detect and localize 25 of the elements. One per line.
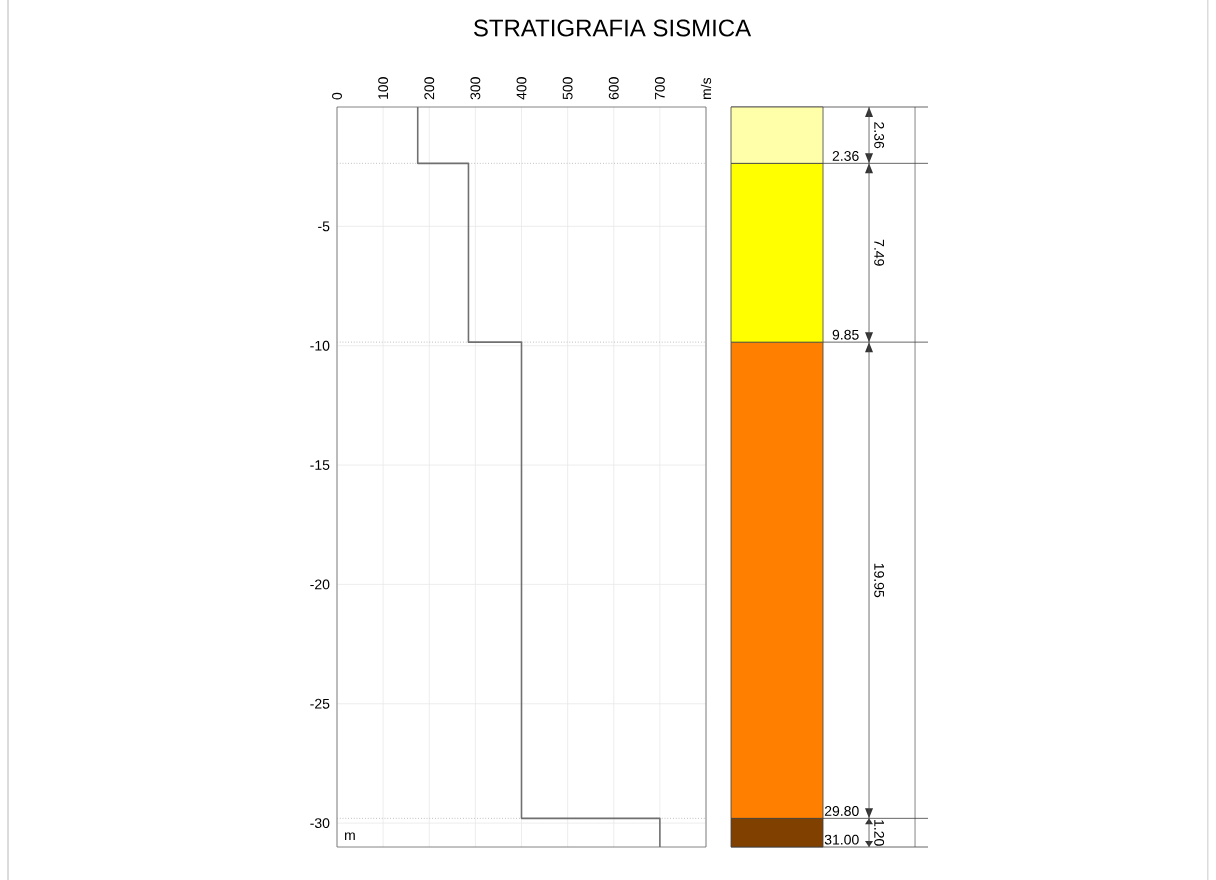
y-tick-label: -5 (318, 221, 330, 232)
x-tick-label: 100 (378, 77, 389, 99)
x-tick-label: 200 (424, 77, 435, 100)
text: 19.95 (874, 563, 885, 598)
x-tick-label: 500 (562, 77, 573, 100)
x-tick-label: m/s (700, 77, 712, 99)
chart-title: STRATIGRAFIA SISMICA (473, 19, 752, 37)
text: 31.00 (824, 834, 859, 845)
x-tick-label: 600 (608, 77, 619, 100)
y-tick-label: -10 (310, 340, 330, 351)
y-tick-label: -25 (310, 698, 330, 709)
x-tick-label: 700 (654, 77, 665, 100)
text: 9.85 (832, 329, 859, 340)
text: 1.20 (874, 820, 885, 846)
x-tick-label: 300 (470, 77, 481, 100)
y-tick-label: -15 (310, 460, 330, 470)
y-tick-label: -30 (310, 818, 330, 829)
x-tick-label: 0 (332, 92, 342, 100)
y-axis-title: m (345, 832, 355, 840)
text: 2.36 (832, 151, 859, 161)
x-tick-label: 400 (516, 77, 527, 100)
text: 7.49 (874, 239, 885, 266)
text: 2.36 (874, 122, 885, 149)
y-tick-label: -20 (310, 579, 330, 590)
text: 29.80 (824, 806, 859, 816)
